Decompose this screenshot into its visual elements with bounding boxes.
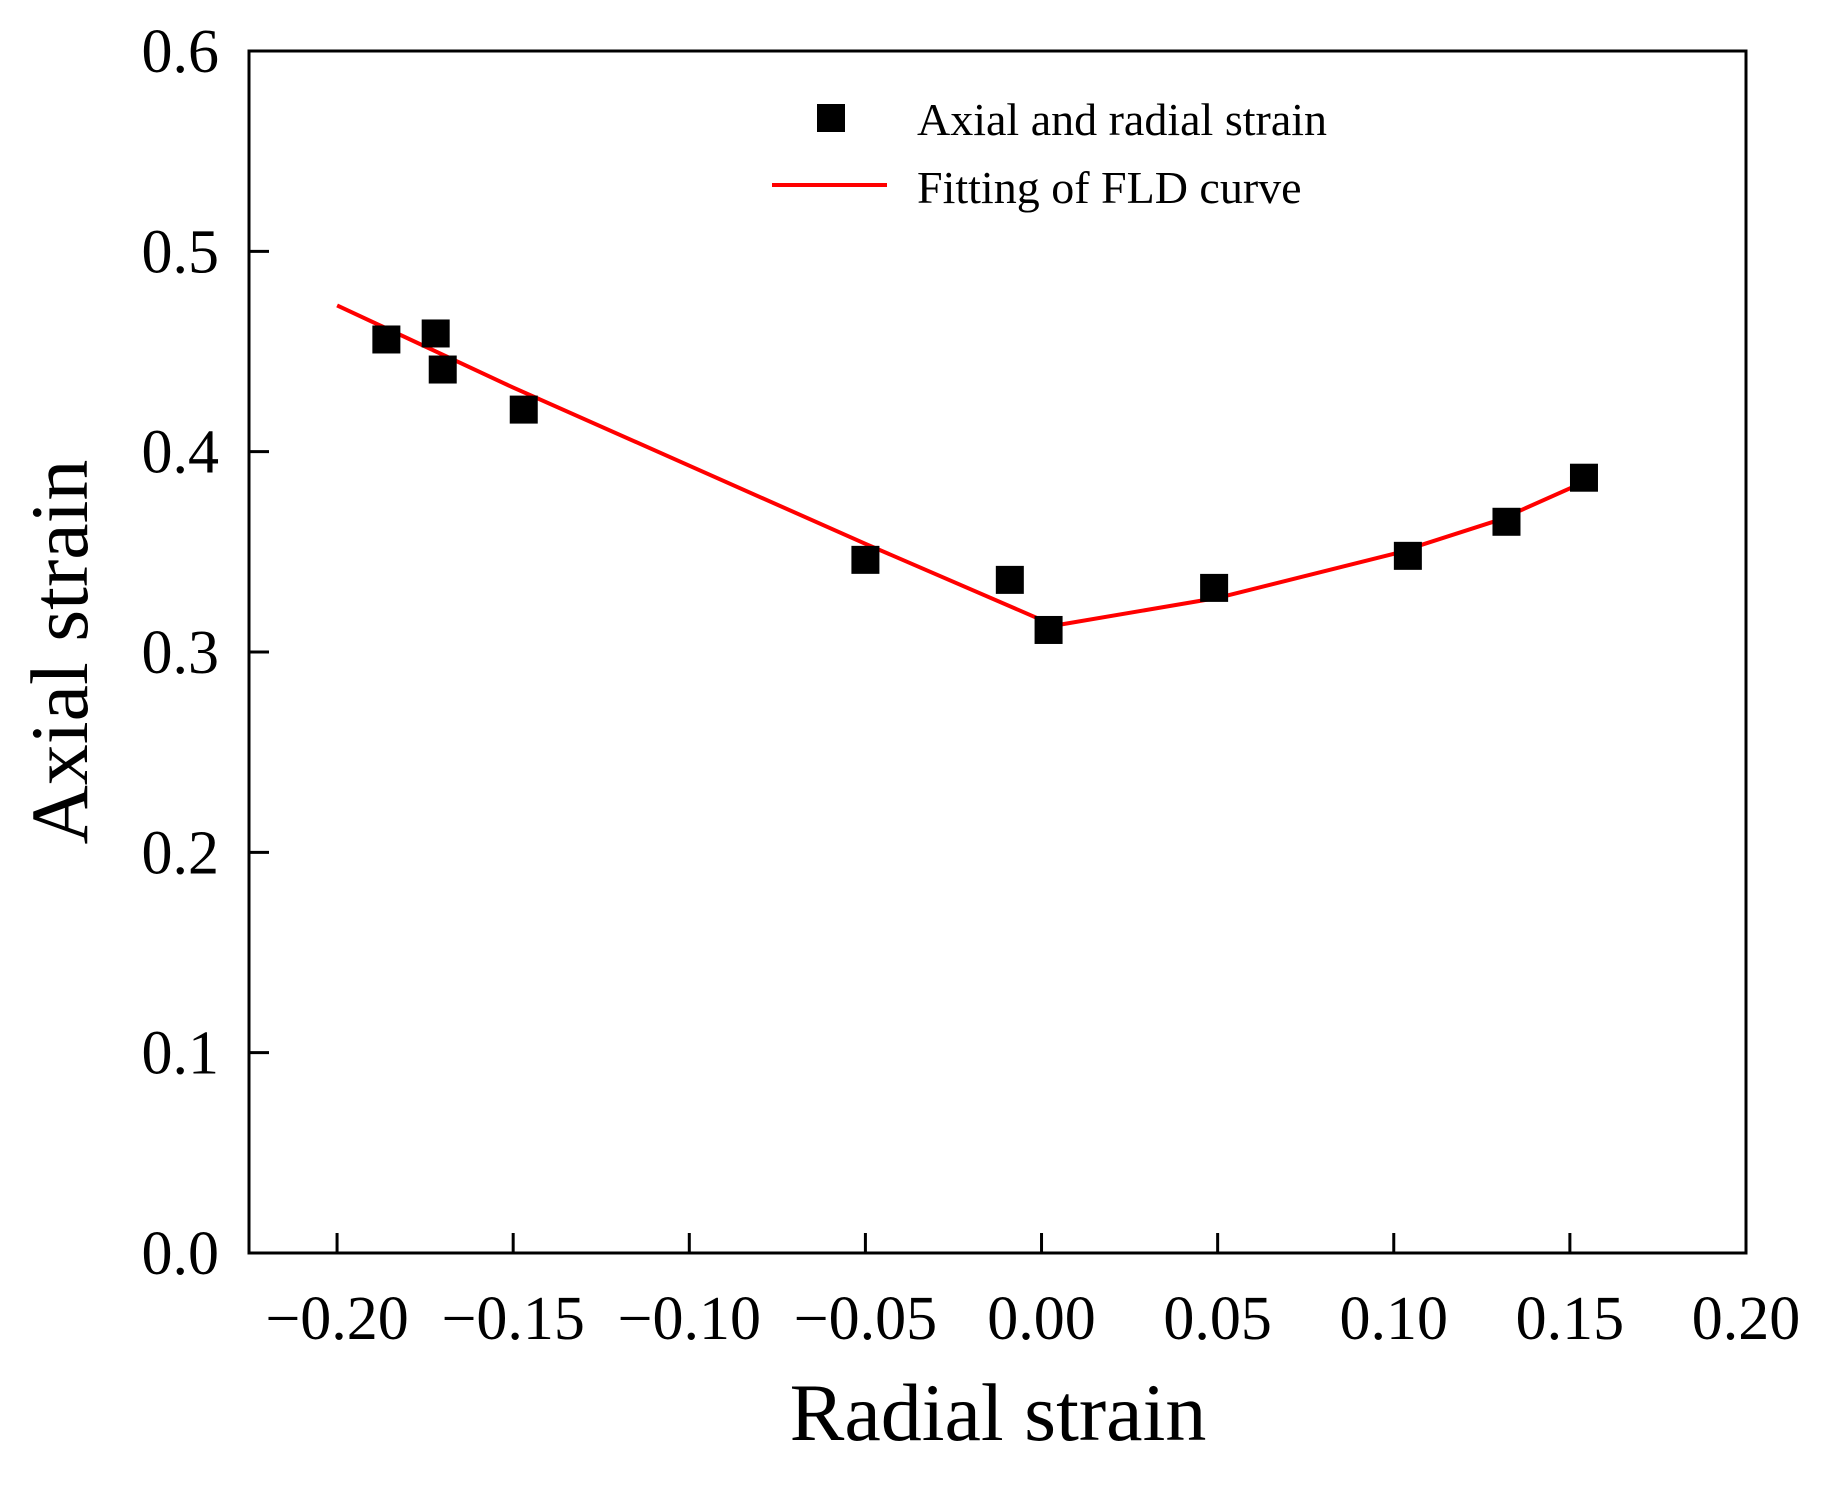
fit-curve-group <box>336 303 1582 628</box>
x-tick-label: 0.20 <box>1692 1285 1801 1353</box>
x-axis-ticks: −0.20 −0.15 −0.10 −0.05 0.00 0.05 0.10 0.15 0.20 <box>265 1233 1800 1353</box>
x-tick-label: 0.05 <box>1163 1285 1272 1353</box>
x-axis-title: Radial strain <box>790 1367 1207 1458</box>
legend-scatter-marker <box>817 104 845 132</box>
x-tick-label: 0.15 <box>1516 1285 1625 1353</box>
y-tick-label: 0.1 <box>142 1020 220 1088</box>
y-tick-label: 0.0 <box>142 1220 220 1288</box>
y-axis-ticks: 0.0 0.1 0.2 0.3 0.4 0.5 0.6 <box>142 18 269 1288</box>
x-tick-label: −0.10 <box>618 1285 761 1353</box>
x-tick-label: −0.05 <box>794 1285 937 1353</box>
x-tick-label: 0.00 <box>987 1285 1096 1353</box>
data-point <box>509 395 538 424</box>
y-tick-label: 0.3 <box>142 619 220 687</box>
y-tick-label: 0.4 <box>142 419 220 487</box>
x-tick-label: 0.10 <box>1340 1285 1449 1353</box>
data-point <box>995 565 1024 594</box>
data-point <box>428 355 457 384</box>
data-point <box>1393 541 1422 570</box>
legend-scatter-label: Axial and radial strain <box>917 94 1327 145</box>
plot-frame <box>247 49 1748 1255</box>
data-point <box>1200 573 1229 602</box>
data-points-group <box>372 319 1598 644</box>
y-tick-label: 0.5 <box>142 218 220 286</box>
fit-curve-line <box>336 303 1582 628</box>
legend-line-label: Fitting of FLD curve <box>917 162 1302 213</box>
data-point <box>1034 615 1063 644</box>
x-tick-label: −0.20 <box>265 1285 408 1353</box>
y-axis-title: Axial strain <box>14 460 105 845</box>
data-point <box>421 319 450 348</box>
legend: Axial and radial strain Fitting of FLD c… <box>772 94 1327 213</box>
data-point <box>1569 463 1598 492</box>
y-tick-label: 0.6 <box>142 18 220 86</box>
data-point <box>851 545 880 574</box>
x-tick-label: −0.15 <box>441 1285 584 1353</box>
data-point <box>1492 507 1521 536</box>
y-tick-label: 0.2 <box>142 819 220 887</box>
data-point <box>372 325 401 354</box>
